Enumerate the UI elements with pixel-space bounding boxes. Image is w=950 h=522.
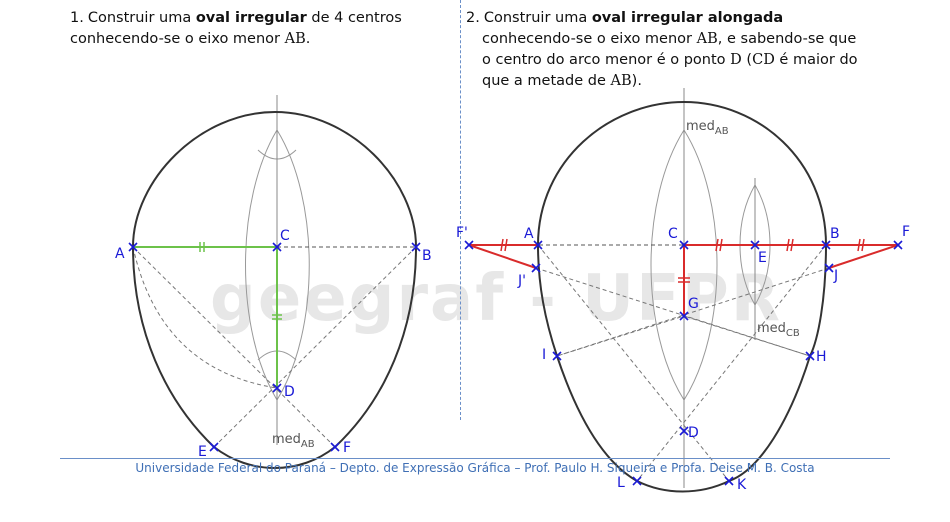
fig1-label-B: B (422, 248, 432, 264)
fig1-med-label: medAB (272, 432, 315, 450)
segment-ab: AB (284, 31, 306, 47)
fig2-label-A: A (524, 226, 534, 242)
fig1-label-F: F (343, 440, 351, 456)
fig2-label-B: B (830, 226, 840, 242)
fig2-label-L: L (617, 475, 625, 491)
fig2-label-K: K (737, 477, 747, 493)
exercise-1-instruction: 1. Construir uma oval irregular de 4 cent… (70, 10, 402, 47)
fig1-point-markers (128, 242, 421, 452)
exercise-1-number: 1. (70, 10, 84, 26)
fig2-label-I: I (542, 347, 546, 363)
footer-credits: Universidade Federal do Paraná – Depto. … (135, 461, 815, 475)
fig2-label-D: D (688, 425, 699, 441)
fig1-label-A: A (115, 246, 125, 262)
figure-2: F' A C E B F J' J G I H D L K medAB medC… (456, 88, 910, 493)
fig1-label-C: C (280, 228, 290, 244)
fig2-label-G: G (688, 296, 699, 312)
fig2-oval-outline (536, 100, 828, 493)
watermark: geegraf - UFPR (210, 262, 783, 336)
footer-divider (60, 458, 890, 459)
fig2-label-J-prime: J' (517, 273, 526, 289)
fig2-label-F-prime: F' (456, 225, 468, 241)
fig2-label-J: J (833, 268, 838, 284)
fig1-line-AF (132, 246, 336, 448)
figure-1: A B C D E F medAB (115, 95, 432, 469)
fig2-label-H: H (816, 349, 827, 365)
exercise-1-emphasis: oval irregular (195, 10, 307, 26)
exercise-2-emphasis: oval irregular alongada (591, 10, 784, 26)
fig2-label-E: E (758, 250, 767, 266)
fig2-med-cb-label: medCB (757, 321, 800, 339)
fig2-med-ab-label: medAB (686, 119, 729, 137)
fig2-label-C: C (668, 226, 678, 242)
fig1-arc-AD (132, 246, 278, 389)
exercise-2-number: 2. (466, 10, 480, 26)
fig1-arc-right (276, 129, 310, 401)
fig1-oval-outline (131, 110, 418, 469)
exercise-2-instruction: 2. Construir uma oval irregular alongada … (466, 10, 858, 89)
fig2-point-markers (464, 240, 903, 486)
fig1-label-E: E (198, 444, 207, 460)
fig1-line-BE (213, 246, 417, 448)
fig1-arc-left (245, 129, 278, 401)
fig2-label-F: F (902, 224, 910, 240)
panel-divider (460, 0, 461, 420)
fig1-label-D: D (284, 384, 295, 400)
